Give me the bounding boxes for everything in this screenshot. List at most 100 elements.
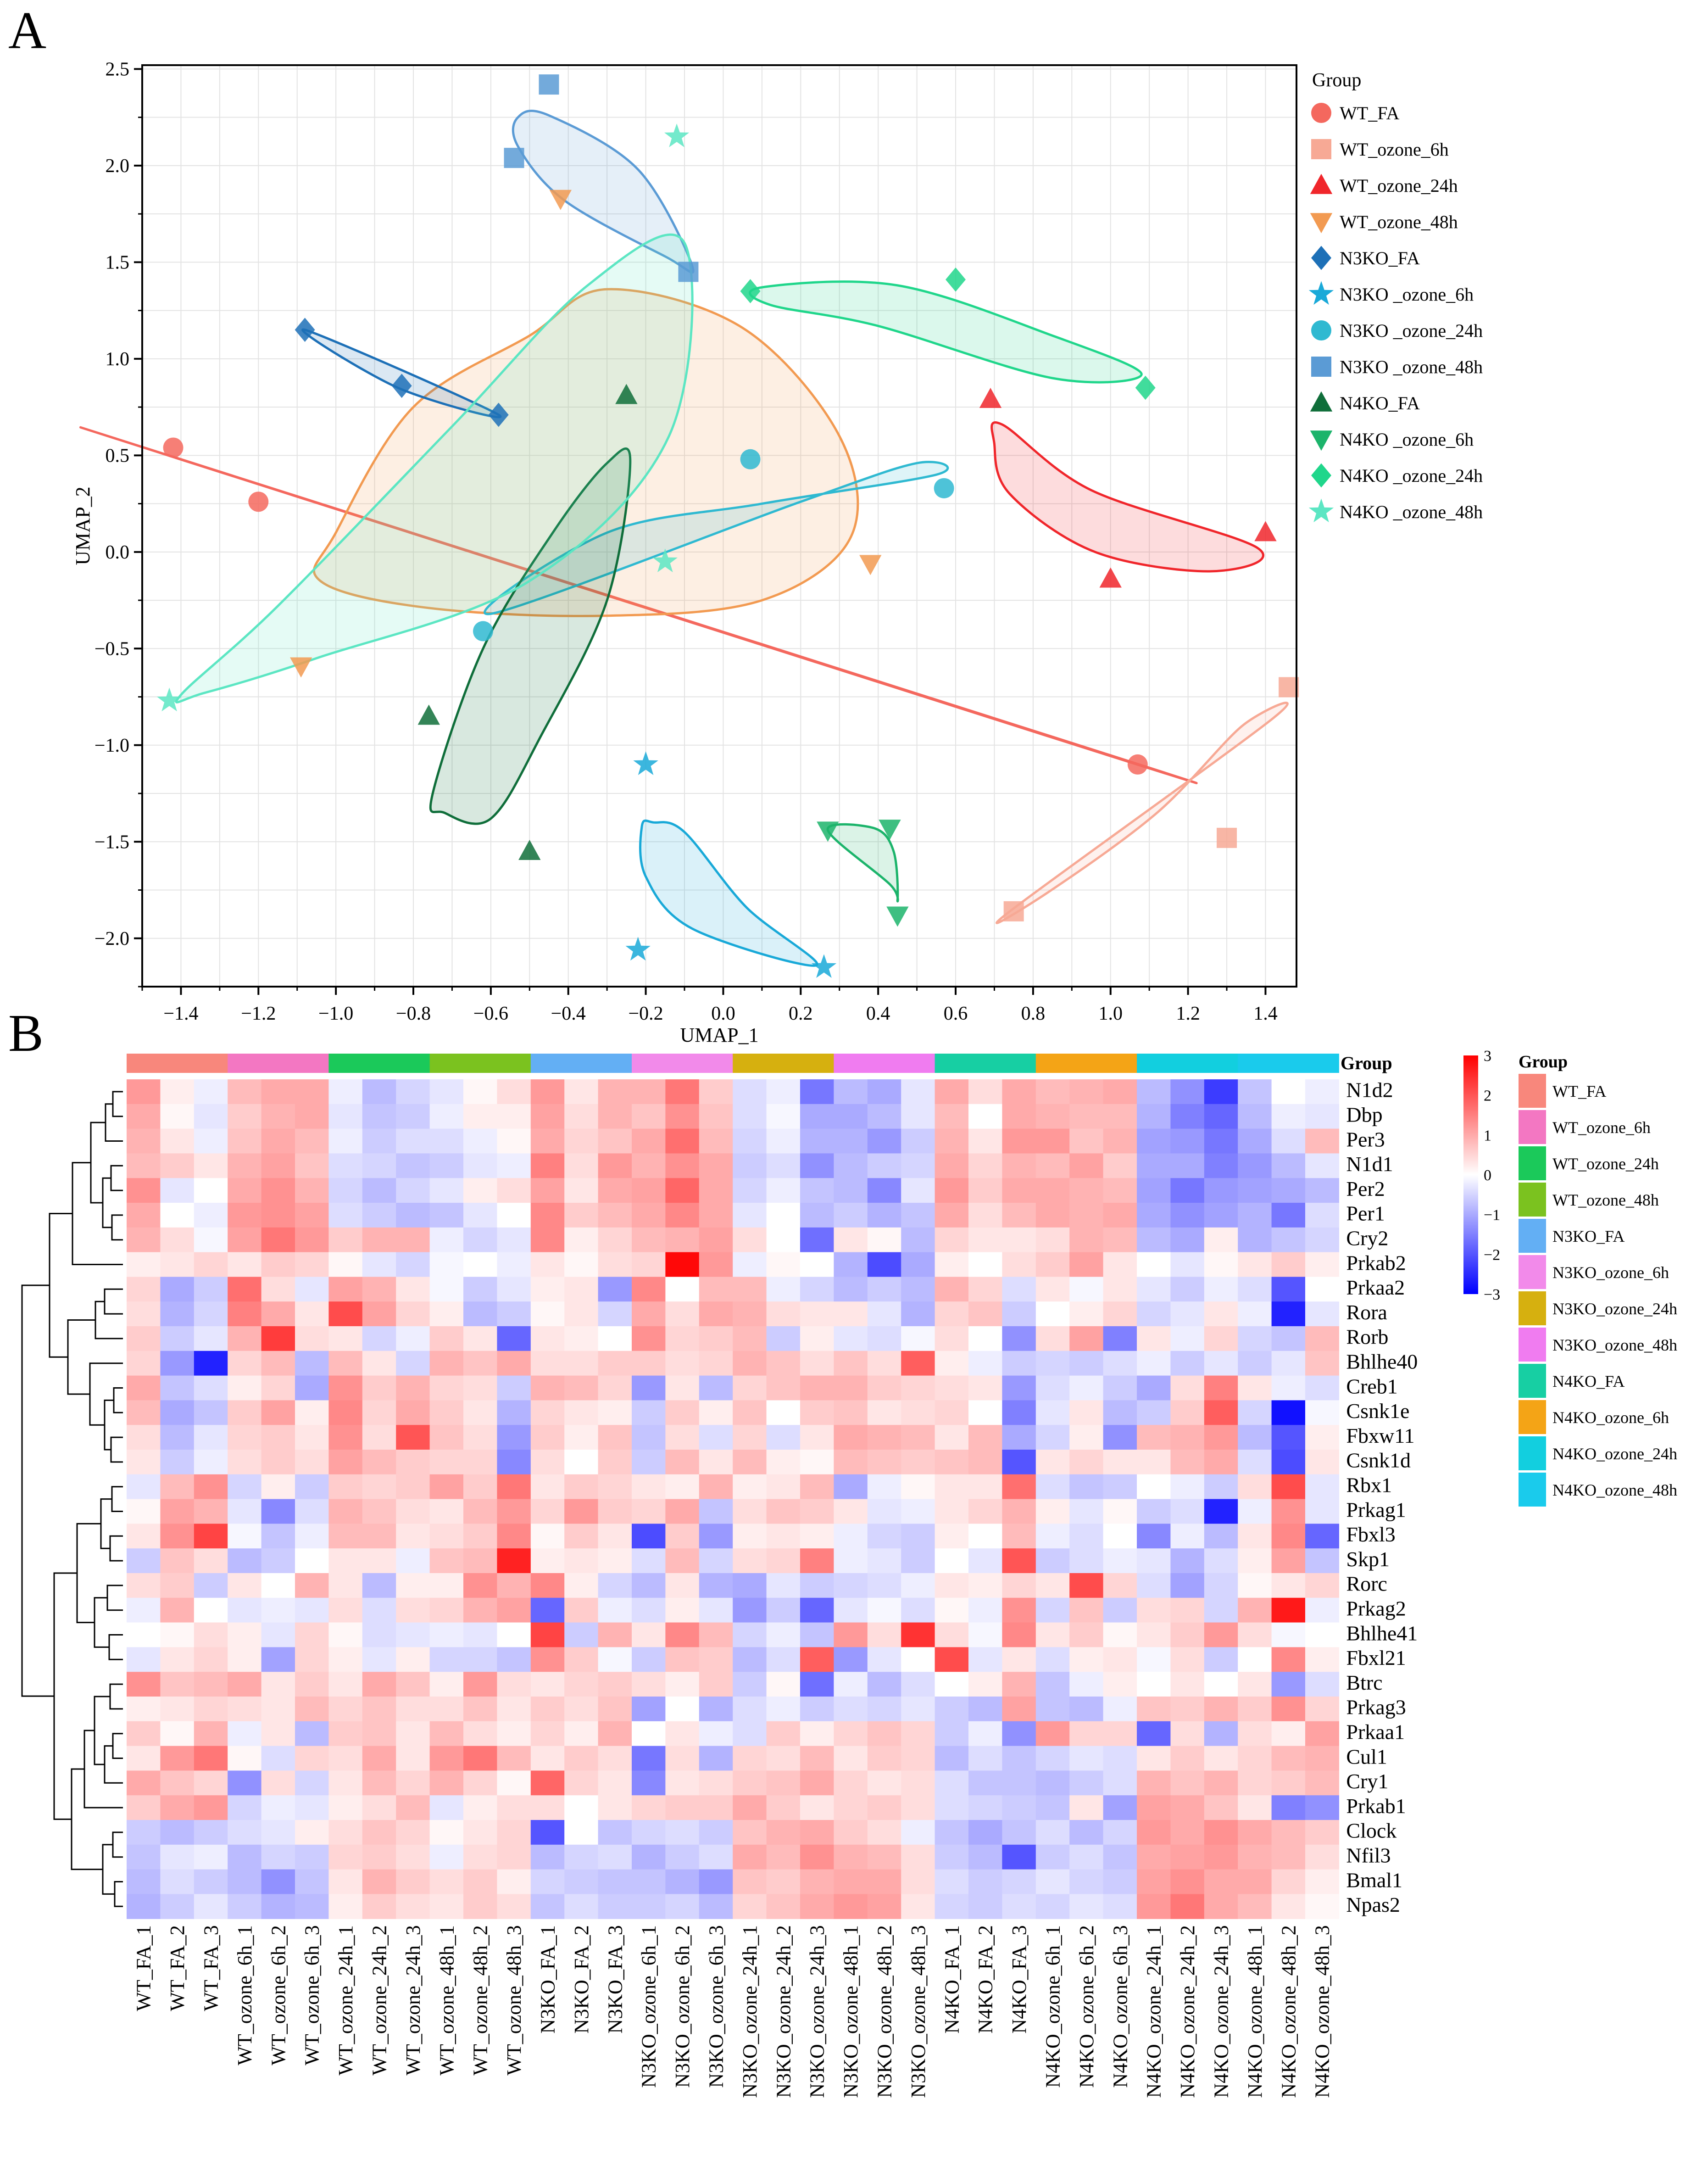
column-label-n3ko-fa-1: N3KO_FA_1 [537,1925,559,2033]
heatmap-cell [497,1277,531,1302]
heatmap-cell [1238,1227,1272,1253]
heatmap-cell [834,1672,868,1697]
heatmap-cell [598,1104,632,1129]
heatmap-cell [935,1647,969,1672]
heatmap-cell [328,1894,363,1919]
heatmap-cell [396,1277,430,1302]
heatmap-cell [328,1227,363,1253]
heatmap-cell [1204,1869,1238,1894]
heatmap-cell [968,1375,1002,1401]
dendrogram-branch [106,1585,123,1611]
heatmap-cell [127,1721,161,1747]
heatmap-cell [1002,1400,1036,1425]
column-label-n3ko-ozone-48h-2: N3KO_ozone_48h_2 [873,1925,896,2098]
heatmap-cell [1069,1079,1104,1105]
heatmap-cell [295,1326,329,1351]
heatmap-cell [1271,1153,1306,1178]
row-label-bmal1: Bmal1 [1346,1868,1402,1892]
heatmap-cell [261,1153,295,1178]
heatmap-cell [362,1672,396,1697]
heatmap-cell [429,1153,464,1178]
heatmap-cell [867,1450,901,1475]
heatmap-cell [328,1301,363,1327]
heatmap-cell [935,1375,969,1401]
heatmap-cell [1002,1499,1036,1524]
heatmap-cell [867,1178,901,1203]
heatmap-cell [530,1795,565,1820]
heatmap-cell [228,1079,262,1105]
y-tick-label: −0.5 [95,638,129,659]
hull-n3ko-fa [301,328,501,419]
heatmap-cell [194,1894,228,1919]
heatmap-cell [1137,1301,1171,1327]
heatmap-cell [396,1746,430,1771]
heatmap-cell [901,1746,935,1771]
heatmap-cell [598,1770,632,1796]
heatmap-cell [1137,1079,1171,1105]
heatmap-cell [328,1153,363,1178]
heatmap-cell [1305,1474,1339,1500]
heatmap-cell [766,1301,801,1327]
heatmap-cell [665,1573,700,1598]
x-tick-label: −1.2 [241,1003,276,1024]
heatmap-cell [1035,1597,1070,1623]
heatmap-cell [1069,1301,1104,1327]
heatmap-cell [1305,1499,1339,1524]
heatmap-cell [665,1351,700,1376]
heatmap-cell [228,1326,262,1351]
column-label-n3ko-ozone-48h-1: N3KO_ozone_48h_1 [840,1925,862,2098]
heatmap-cell [396,1301,430,1327]
heatmap-cell [1035,1770,1070,1796]
heatmap-cell [328,1425,363,1450]
heatmap-cell [530,1301,565,1327]
heatmap-cell [228,1301,262,1327]
heatmap-cell [362,1277,396,1302]
heatmap-cell [665,1474,700,1500]
heatmap-cell [1069,1104,1104,1129]
heatmap-cell [362,1425,396,1450]
heatmap-cell [733,1844,767,1870]
heatmap-cell [396,1252,430,1277]
heatmap-cell [733,1548,767,1574]
heatmap-cell [127,1573,161,1598]
legend-swatch-wt-ozone-24h [1519,1146,1546,1180]
heatmap-cell [295,1450,329,1475]
heatmap-cell [261,1597,295,1623]
dendrogram-branch [110,1436,123,1463]
heatmap-cell [328,1499,363,1524]
heatmap-cell [1170,1721,1205,1747]
annotation-wt-ozone-6h [228,1054,329,1073]
heatmap-cell [228,1400,262,1425]
heatmap-cell [429,1499,464,1524]
heatmap-cell [1271,1524,1306,1549]
heatmap-cell [1069,1820,1104,1845]
heatmap-cell [867,1499,901,1524]
heatmap-cell [1137,1252,1171,1277]
umap-cluster-hulls [79,110,1289,967]
heatmap-cell [127,1524,161,1549]
heatmap-cell [463,1301,497,1327]
heatmap-cell [1103,1203,1137,1228]
point-n3ko-ozone-24h [473,621,493,642]
heatmap-cell [1069,1499,1104,1524]
dendrogram-branch [104,1288,123,1315]
heatmap-cell [194,1499,228,1524]
heatmap-cell [1137,1277,1171,1302]
dendrogram-branch [111,1214,123,1241]
point-n3ko-ozone-6h [625,937,651,961]
heatmap-cell [429,1450,464,1475]
row-label-prkab1: Prkab1 [1346,1794,1406,1818]
color-scale-tick-label: 0 [1484,1167,1491,1184]
heatmap-cell [1305,1672,1339,1697]
heatmap-cell [1204,1375,1238,1401]
heatmap-cell [530,1375,565,1401]
heatmap-cell [834,1524,868,1549]
heatmap-cell [328,1622,363,1647]
heatmap-cell [598,1795,632,1820]
heatmap-cell [699,1820,733,1845]
heatmap-cell [127,1351,161,1376]
heatmap-cell [160,1375,195,1401]
heatmap-cell [699,1894,733,1919]
heatmap-cell [1238,1128,1272,1154]
heatmap-cell [497,1770,531,1796]
